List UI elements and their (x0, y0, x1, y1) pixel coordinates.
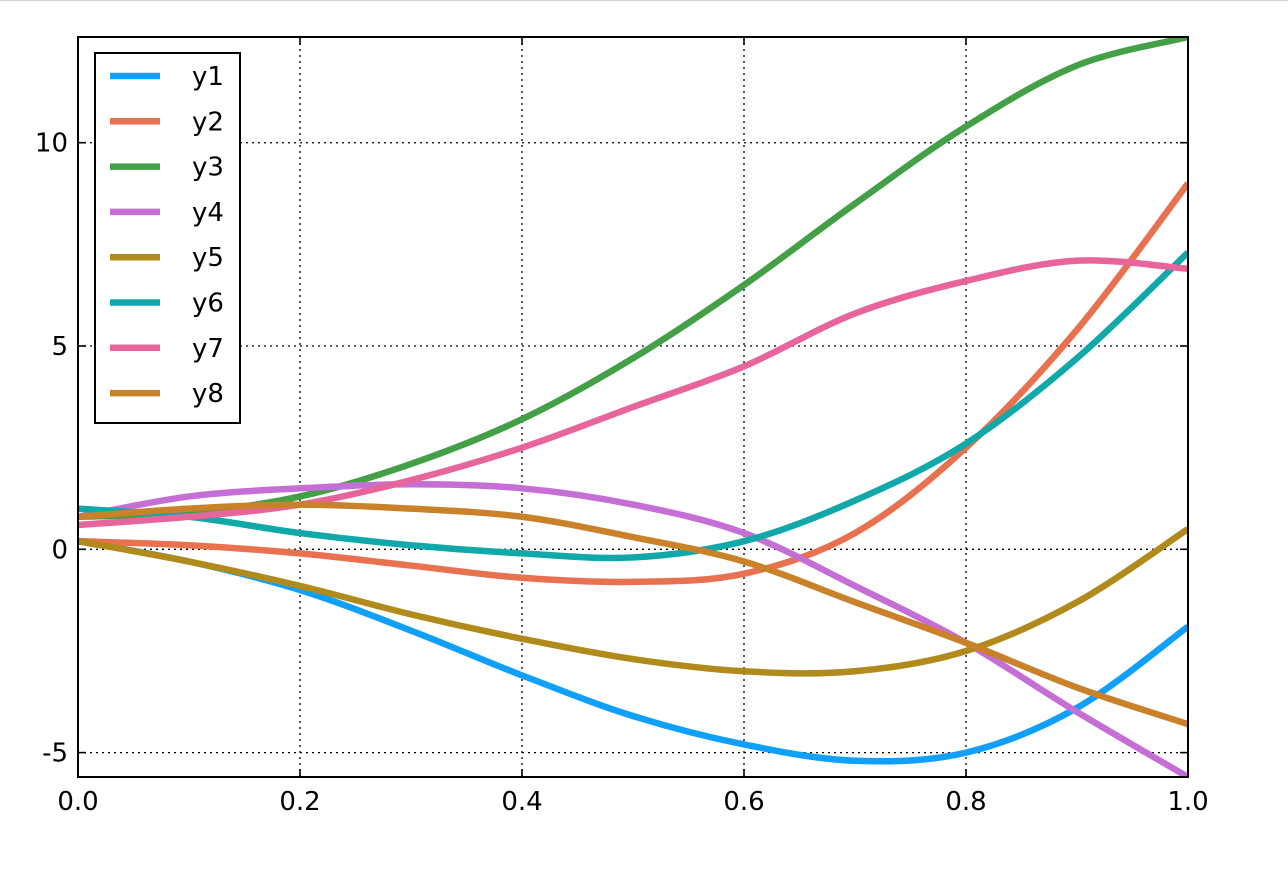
legend-label-y3: y3 (192, 153, 224, 183)
series-line-y7 (78, 257, 1188, 529)
series-line-y4 (78, 481, 1188, 777)
y-tick-label: 5 (51, 332, 68, 362)
x-tick-label: 0.6 (723, 787, 764, 817)
series-line-y3 (78, 37, 1188, 521)
legend-label-y5: y5 (192, 243, 224, 273)
y-tick-label: 10 (35, 129, 68, 159)
x-tick-label: 0.2 (279, 787, 320, 817)
series-line-y8 (78, 501, 1188, 728)
legend-label-y8: y8 (192, 379, 224, 409)
x-tick-label: 0.0 (57, 787, 98, 817)
legend-box (94, 52, 241, 424)
y-tick-label: 0 (51, 535, 68, 565)
tick-labels: 0.0 0.2 0.4 0.6 0.8 1.0 -5 0 5 10 (35, 129, 1209, 817)
x-tick-label: 1.0 (1167, 787, 1208, 817)
legend-label-y7: y7 (192, 334, 224, 364)
series-line-y2 (78, 181, 1188, 586)
ticks (77, 37, 1189, 777)
series-lines (78, 37, 1188, 777)
legend-label-y2: y2 (192, 107, 224, 137)
x-tick-label: 0.8 (945, 787, 986, 817)
top-border (0, 0, 1288, 1)
series-line-y6 (78, 250, 1188, 562)
plot-frame (77, 36, 1189, 778)
legend: y1 y2 y3 y4 y5 y6 y7 y8 (94, 52, 241, 424)
series-line-y5 (78, 526, 1188, 677)
grid (78, 37, 1188, 777)
legend-label-y4: y4 (192, 198, 224, 228)
x-tick-label: 0.4 (501, 787, 542, 817)
legend-label-y6: y6 (192, 289, 224, 319)
legend-label-y1: y1 (192, 62, 224, 92)
y-tick-label: -5 (42, 739, 68, 769)
